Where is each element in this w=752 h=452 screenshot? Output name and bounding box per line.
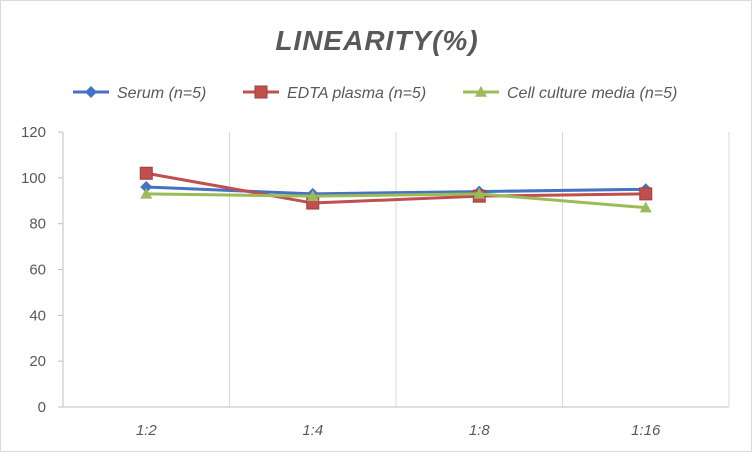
legend-swatch-marker — [475, 86, 487, 97]
legend-item: Cell culture media (n=5) — [463, 85, 677, 102]
y-tick-label: 0 — [38, 399, 46, 416]
series-layer — [139, 166, 653, 213]
y-tick-label: 100 — [21, 170, 46, 187]
x-tick-label: 1:2 — [136, 422, 158, 439]
series-point — [140, 181, 153, 193]
legend-swatch-marker — [254, 85, 268, 99]
x-tick-label: 1:4 — [302, 422, 323, 439]
axes: 0 20 40 60 80 100 120 1:2 1:4 1:8 1:16 — [21, 124, 729, 439]
y-tick-label: 40 — [29, 307, 46, 324]
series-point — [473, 187, 486, 199]
legend-label: Cell culture media (n=5) — [507, 85, 677, 102]
y-tick-label: 80 — [29, 216, 46, 233]
x-tick-label: 1:16 — [631, 422, 661, 439]
series-line — [146, 192, 646, 210]
series-point — [139, 166, 153, 180]
series-line — [146, 185, 646, 196]
series-2 — [140, 187, 652, 213]
x-tick-label: 1:8 — [469, 422, 491, 439]
legend-label: Serum (n=5) — [117, 85, 206, 102]
chart-title: LINEARITY(%) — [275, 25, 478, 56]
series-point — [306, 190, 319, 201]
grid — [229, 132, 730, 407]
legend: Serum (n=5) EDTA plasma (n=5) Cell culture… — [73, 85, 677, 102]
series-line — [145, 171, 646, 205]
y-tick-label: 120 — [21, 124, 46, 141]
legend-label: EDTA plasma (n=5) — [287, 85, 426, 102]
legend-item: Serum (n=5) — [73, 85, 206, 102]
legend-swatch-marker — [85, 86, 97, 98]
y-tick-label: 20 — [29, 353, 46, 370]
legend-item: EDTA plasma (n=5) — [243, 85, 426, 102]
series-point — [140, 187, 153, 199]
series-point — [639, 187, 653, 201]
series-point — [639, 201, 652, 213]
y-tick-label: 60 — [29, 262, 46, 279]
